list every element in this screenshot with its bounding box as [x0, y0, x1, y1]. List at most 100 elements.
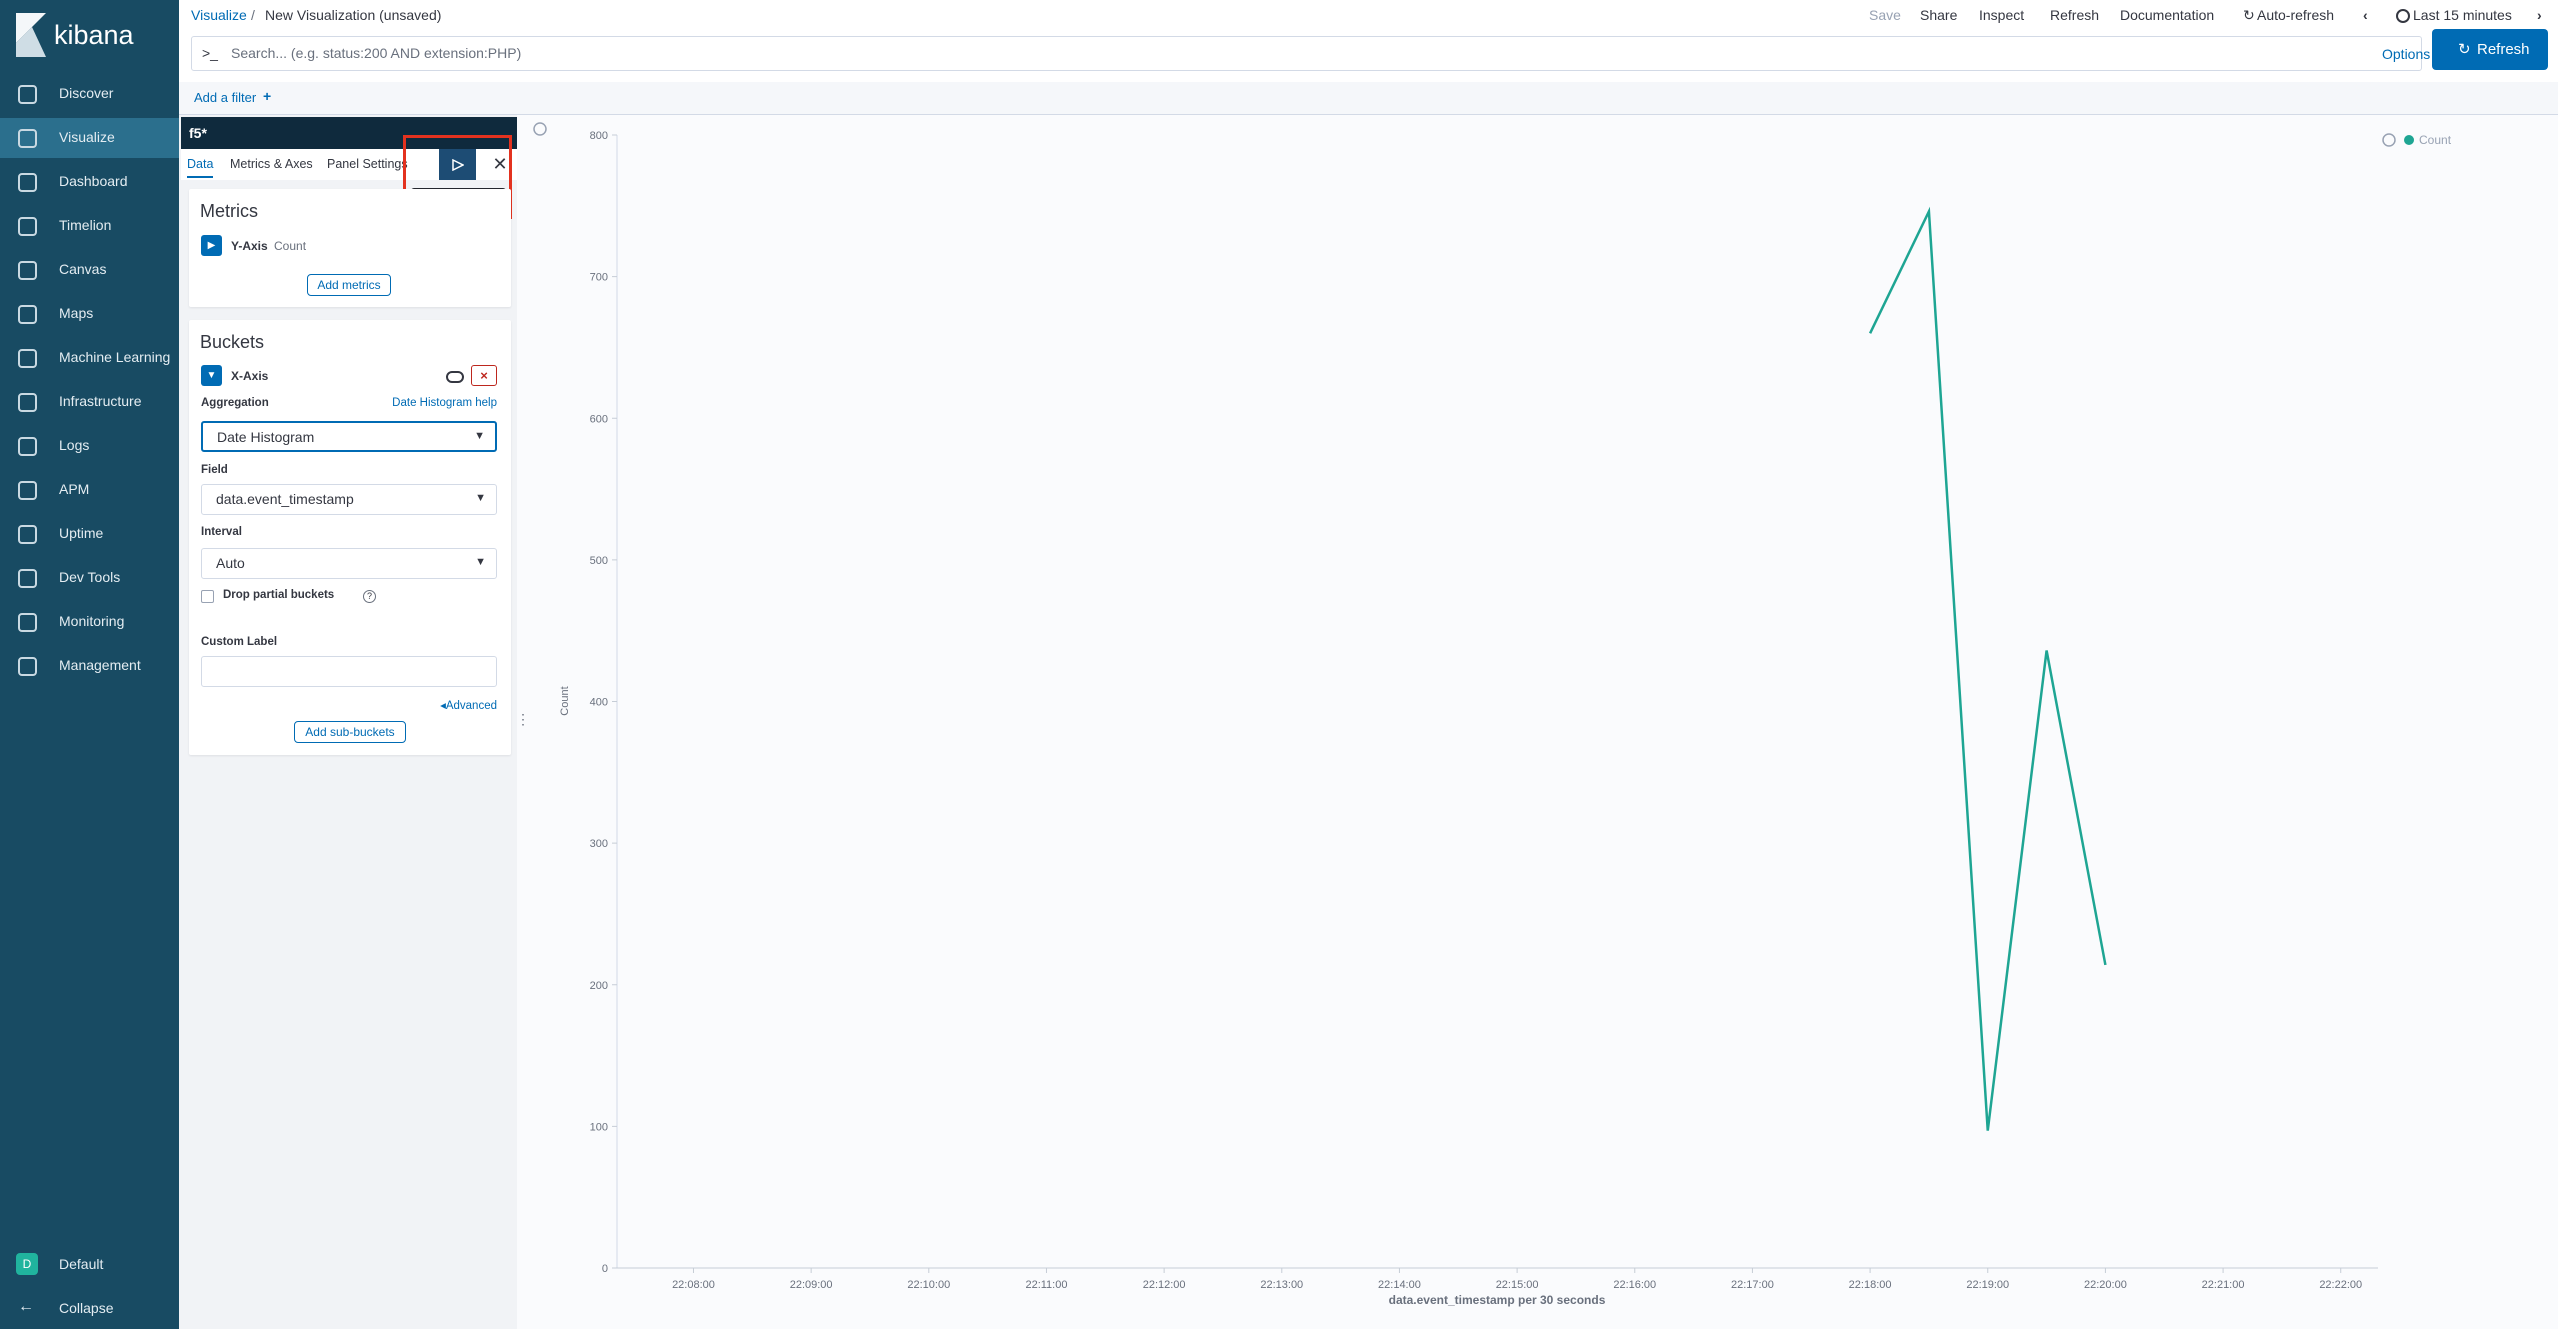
- y-tick-label: 700: [590, 272, 608, 284]
- tab-data[interactable]: Data: [187, 157, 214, 178]
- logo: [16, 13, 46, 57]
- aggregation-select[interactable]: Date Histogram ▼: [201, 421, 497, 452]
- nav-icon: [18, 305, 37, 324]
- space-avatar[interactable]: D: [16, 1253, 38, 1275]
- metrics-title: Metrics: [200, 201, 258, 221]
- nav-icon: [18, 217, 37, 236]
- breadcrumb-link[interactable]: Visualize: [191, 7, 247, 23]
- time-range[interactable]: Last 15 minutes: [2413, 7, 2512, 23]
- nav-item[interactable]: Logs: [0, 426, 179, 466]
- field-select[interactable]: data.event_timestamp ▼: [201, 484, 497, 515]
- query-bar[interactable]: >_ Search... (e.g. status:200 AND extens…: [191, 36, 2430, 71]
- buckets-title: Buckets: [200, 332, 265, 352]
- refresh-label: Refresh: [2477, 41, 2530, 58]
- nav-item[interactable]: APM: [0, 470, 179, 510]
- nav-item[interactable]: Discover: [0, 74, 179, 114]
- nav-item[interactable]: Timelion: [0, 206, 179, 246]
- y-tick-label: 400: [590, 697, 608, 709]
- chart-background: [519, 115, 2558, 1329]
- collapse-sidebar[interactable]: [533, 122, 547, 136]
- drop-partial-label[interactable]: Drop partial buckets: [223, 589, 335, 601]
- nav-label: Uptime: [59, 525, 104, 541]
- collapse[interactable]: Collapse: [59, 1300, 114, 1316]
- x-tick-label: 22:14:00: [1378, 1279, 1421, 1291]
- nav-icon: [18, 657, 37, 676]
- x-tick-label: 22:21:00: [2202, 1279, 2245, 1291]
- tab-panel-settings[interactable]: Panel Settings: [327, 157, 408, 171]
- nav-label: Dev Tools: [59, 569, 121, 585]
- nav-item[interactable]: Canvas: [0, 250, 179, 290]
- refresh-button[interactable]: ↻ Refresh: [2432, 29, 2548, 70]
- x-tick-label: 22:12:00: [1143, 1279, 1186, 1291]
- tab-metrics-axes[interactable]: Metrics & Axes: [230, 157, 313, 171]
- custom-label-input[interactable]: [201, 656, 497, 687]
- interval-select[interactable]: Auto ▼: [201, 548, 497, 579]
- x-tick-label: 22:10:00: [907, 1279, 950, 1291]
- nav-icon: [18, 349, 37, 368]
- metrics-card: Metrics ▶ Y-Axis Count Add metrics: [189, 189, 511, 307]
- legend-label: Count: [2419, 133, 2452, 147]
- buckets-card: Buckets ▼ X-Axis × Aggregation Date Hist…: [189, 320, 511, 755]
- menu-documentation[interactable]: Documentation: [2120, 7, 2215, 23]
- options[interactable]: Options: [2382, 46, 2431, 62]
- apply-icon: [452, 159, 464, 171]
- nav-label: Monitoring: [59, 613, 125, 629]
- nav-item[interactable]: Infrastructure: [0, 382, 179, 422]
- metric-axis: Y-Axis: [231, 239, 268, 253]
- aggregation-help[interactable]: Date Histogram help: [392, 397, 497, 409]
- menu-auto-refresh[interactable]: Auto-refresh: [2257, 7, 2335, 23]
- y-tick-label: 500: [590, 555, 608, 567]
- metric-toggle[interactable]: ▶: [201, 235, 222, 256]
- add-filter-icon[interactable]: +: [263, 88, 272, 104]
- index-pattern: f5*: [189, 125, 207, 141]
- nav-icon: [18, 173, 37, 192]
- advanced-label: Advanced: [445, 700, 497, 712]
- caret: ▼: [475, 492, 486, 504]
- menu-save[interactable]: Save: [1869, 7, 1901, 23]
- x-tick-label: 22:18:00: [1849, 1279, 1892, 1291]
- add-filter[interactable]: Add a filter: [194, 90, 257, 105]
- time-next[interactable]: ›: [2537, 7, 2542, 23]
- menu-refresh[interactable]: Refresh: [2050, 7, 2100, 23]
- nav-item[interactable]: Management: [0, 646, 179, 686]
- x-tick-label: 22:08:00: [672, 1279, 715, 1291]
- drop-partial-checkbox[interactable]: [201, 590, 214, 603]
- menu-share[interactable]: Share: [1920, 7, 1958, 23]
- nav-item[interactable]: Maps: [0, 294, 179, 334]
- bucket-remove[interactable]: ×: [471, 365, 497, 386]
- interval-value: Auto: [216, 555, 245, 571]
- bucket-toggle[interactable]: ▼: [201, 365, 222, 386]
- brand: kibana: [54, 20, 134, 50]
- auto-refresh-icon: ↻: [2243, 7, 2255, 23]
- resize-handle[interactable]: ⋮: [519, 711, 530, 727]
- y-tick-label: 600: [590, 413, 608, 425]
- collapse-icon[interactable]: ←: [18, 1298, 34, 1315]
- y-tick-label: 800: [590, 130, 608, 142]
- add-sub-buckets[interactable]: Add sub-buckets: [294, 721, 406, 743]
- nav-label: Maps: [59, 305, 94, 321]
- x-tick-label: 22:22:00: [2319, 1279, 2362, 1291]
- refresh-icon: ↻: [2458, 41, 2471, 58]
- nav-item[interactable]: Machine Learning: [0, 338, 179, 378]
- bucket-enable-toggle[interactable]: [446, 371, 464, 383]
- nav-icon: [18, 525, 37, 544]
- nav-icon: [18, 481, 37, 500]
- apply-button[interactable]: [439, 149, 476, 180]
- menu-inspect[interactable]: Inspect: [1979, 7, 2025, 23]
- add-metrics[interactable]: Add metrics: [307, 274, 391, 296]
- help-icon[interactable]: ?: [363, 590, 376, 603]
- space-name[interactable]: Default: [59, 1256, 104, 1272]
- advanced-toggle[interactable]: ◂Advanced: [440, 698, 497, 712]
- nav-item[interactable]: Monitoring: [0, 602, 179, 642]
- x-tick-label: 22:11:00: [1025, 1279, 1067, 1291]
- legend-collapse: [2382, 133, 2396, 147]
- nav-item[interactable]: Visualize: [0, 118, 179, 158]
- nav-item[interactable]: Dashboard: [0, 162, 179, 202]
- y-tick-label: 200: [590, 980, 608, 992]
- nav-item[interactable]: Uptime: [0, 514, 179, 554]
- editor-tabs: Data Metrics & Axes Panel Settings ✕: [181, 149, 517, 180]
- nav-item[interactable]: Dev Tools: [0, 558, 179, 598]
- x-axis-title: data.event_timestamp per 30 seconds: [1389, 1293, 1606, 1307]
- time-prev[interactable]: ‹: [2363, 7, 2368, 23]
- breadcrumb-separator: /: [251, 7, 255, 23]
